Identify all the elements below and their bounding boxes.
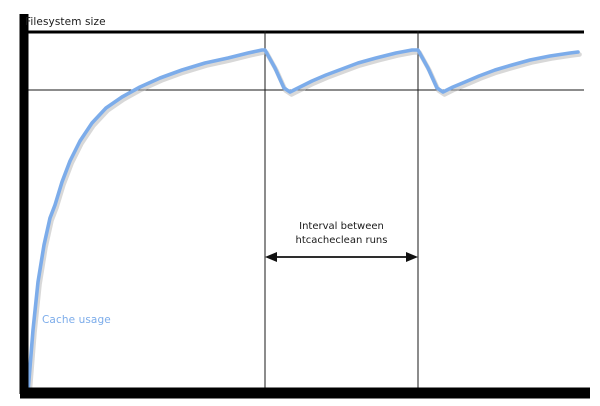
interval-annotation-line-2: htcacheclean runs (295, 235, 388, 246)
interval-annotation-line-1: Interval between (299, 221, 384, 232)
y-axis-label: Filesystem size (25, 16, 106, 28)
interval-arrowhead-left (265, 252, 277, 262)
cache-usage-label: Cache usage (42, 314, 111, 326)
interval-arrowhead-right (406, 252, 418, 262)
interval-arrow (265, 252, 418, 262)
cache-usage-curve (26, 48, 580, 394)
interval-annotation-label: Interval between htcacheclean runs (265, 220, 418, 248)
